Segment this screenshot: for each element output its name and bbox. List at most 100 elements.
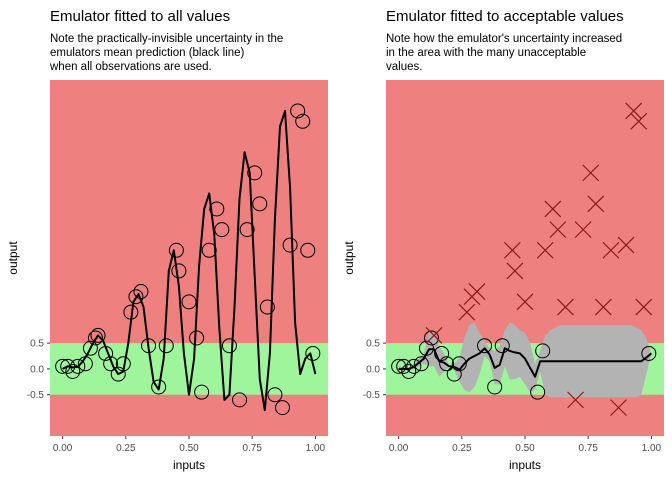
right-plot-area: 0.00 0.25 0.50 0.75 1.00 0.5 0.0 -0.5	[363, 80, 664, 454]
left-observation-point	[168, 242, 184, 258]
left-x-tick-label: 0.75	[242, 443, 262, 454]
right-unacceptable-point	[602, 241, 620, 259]
left-observation-point	[305, 345, 321, 361]
right-observation-point	[406, 358, 422, 374]
right-observation-point	[434, 345, 450, 361]
left-emulator-mean-line	[62, 110, 317, 412]
right-emulator-mean-line	[398, 347, 653, 378]
right-observation-point	[396, 358, 412, 374]
right-observation-point	[487, 379, 503, 395]
left-observation-point	[158, 338, 174, 354]
right-observation-point	[423, 330, 439, 346]
left-observation-point	[128, 289, 144, 305]
right-unacceptable-point	[458, 303, 476, 321]
left-observation-point	[133, 284, 149, 300]
left-chart-title: Emulator fitted to all values	[50, 8, 230, 25]
right-unacceptable-point	[503, 241, 521, 259]
right-observation-point	[401, 364, 417, 380]
right-chart-title: Emulator fitted to acceptable values	[386, 8, 624, 25]
left-observation-point	[141, 338, 157, 354]
left-plot-area: 0.00 0.25 0.50 0.75 1.00 0.5 0.0 -0.5	[27, 80, 328, 454]
left-chart-subtitle-line-1: Note the practically-invisible uncertain…	[50, 33, 283, 45]
left-observation-point	[123, 304, 139, 320]
right-observation-point	[530, 384, 546, 400]
right-y-axis-label: output	[342, 241, 356, 275]
left-observation-point	[103, 356, 119, 372]
right-observation-point	[451, 356, 467, 372]
left-observation-point	[194, 384, 210, 400]
right-observation-point	[391, 358, 407, 374]
right-x-tick-label: 0.50	[515, 443, 535, 454]
left-observation-point	[65, 364, 81, 380]
right-x-axis-label: inputs	[509, 458, 541, 472]
right-unacceptable-point	[630, 112, 648, 130]
left-observation-point	[290, 103, 306, 119]
right-unacceptable-point	[574, 221, 592, 239]
left-observation-point	[110, 366, 126, 382]
left-observation-point	[87, 330, 103, 346]
right-unacceptable-point	[594, 298, 612, 316]
right-unacceptable-point	[516, 293, 534, 311]
left-x-tick-label: 0.25	[116, 443, 136, 454]
right-y-tick-label: 0.0	[366, 364, 380, 375]
right-unacceptable-point	[617, 236, 635, 254]
right-observation-point	[418, 340, 434, 356]
left-observation-point	[252, 196, 268, 212]
left-y-axis-label: output	[6, 241, 20, 275]
right-observation-point	[413, 356, 429, 372]
right-unacceptable-point	[506, 262, 524, 280]
left-observation-point	[98, 345, 114, 361]
right-unacceptable-point	[582, 164, 600, 182]
right-observation-point	[446, 366, 462, 382]
left-observation-point	[55, 358, 71, 374]
left-observation-point	[214, 222, 230, 238]
left-observation-point	[181, 294, 197, 310]
right-observation-point	[535, 343, 551, 359]
right-unacceptable-point	[425, 326, 443, 344]
right-unacceptable-point	[587, 195, 605, 213]
left-observation-point	[221, 338, 237, 354]
left-observation-point	[60, 358, 76, 374]
left-observation-point	[300, 242, 316, 258]
left-observation-point	[201, 242, 217, 258]
left-observation-point	[247, 165, 263, 181]
left-observation-point	[232, 392, 248, 408]
left-observation-point	[189, 330, 205, 346]
left-observation-point	[239, 222, 255, 238]
right-x-tick-label: 0.00	[389, 443, 409, 454]
left-chart-subtitle-line-2: emulators mean prediction (black line)	[50, 47, 244, 59]
left-observation-point	[171, 263, 187, 279]
right-chart-subtitle-line-2: in the area with the many unacceptable	[386, 47, 586, 59]
right-chart-subtitle-line-3: values.	[386, 61, 422, 73]
right-unacceptable-point	[610, 399, 627, 417]
left-observation-point	[82, 340, 98, 356]
right-observation-point	[439, 356, 455, 372]
left-observation-point	[275, 400, 291, 416]
left-x-tick-label: 0.00	[53, 443, 73, 454]
right-unacceptable-point	[625, 102, 643, 120]
left-observation-point	[295, 113, 311, 129]
right-observation-point	[494, 338, 510, 354]
right-x-tick-label: 1.00	[642, 443, 662, 454]
right-x-tick-label: 0.25	[452, 443, 472, 454]
left-observation-point	[259, 299, 275, 315]
left-chart-subtitle-line-3: when all observations are used.	[49, 61, 212, 73]
left-x-tick-label: 0.50	[179, 443, 199, 454]
left-x-axis-label: inputs	[173, 458, 205, 472]
right-y-tick-label: -0.5	[363, 390, 381, 401]
left-observation-point	[267, 387, 283, 403]
left-y-tick-label: 0.5	[30, 339, 44, 350]
left-observation-point	[282, 237, 298, 253]
right-observation-point	[477, 338, 493, 354]
right-chart-panel: Emulator fitted to acceptable values Not…	[342, 8, 664, 472]
left-observation-point	[209, 201, 225, 217]
right-unacceptable-point	[557, 298, 574, 316]
left-observation-point	[90, 327, 106, 343]
right-observation-point	[641, 345, 657, 361]
right-unacceptable-point	[567, 391, 584, 409]
left-chart-panel: Emulator fitted to all values Note the p…	[6, 8, 328, 472]
right-y-tick-label: 0.5	[366, 339, 380, 350]
left-x-tick-label: 1.00	[306, 443, 326, 454]
left-y-tick-label: -0.5	[27, 390, 45, 401]
